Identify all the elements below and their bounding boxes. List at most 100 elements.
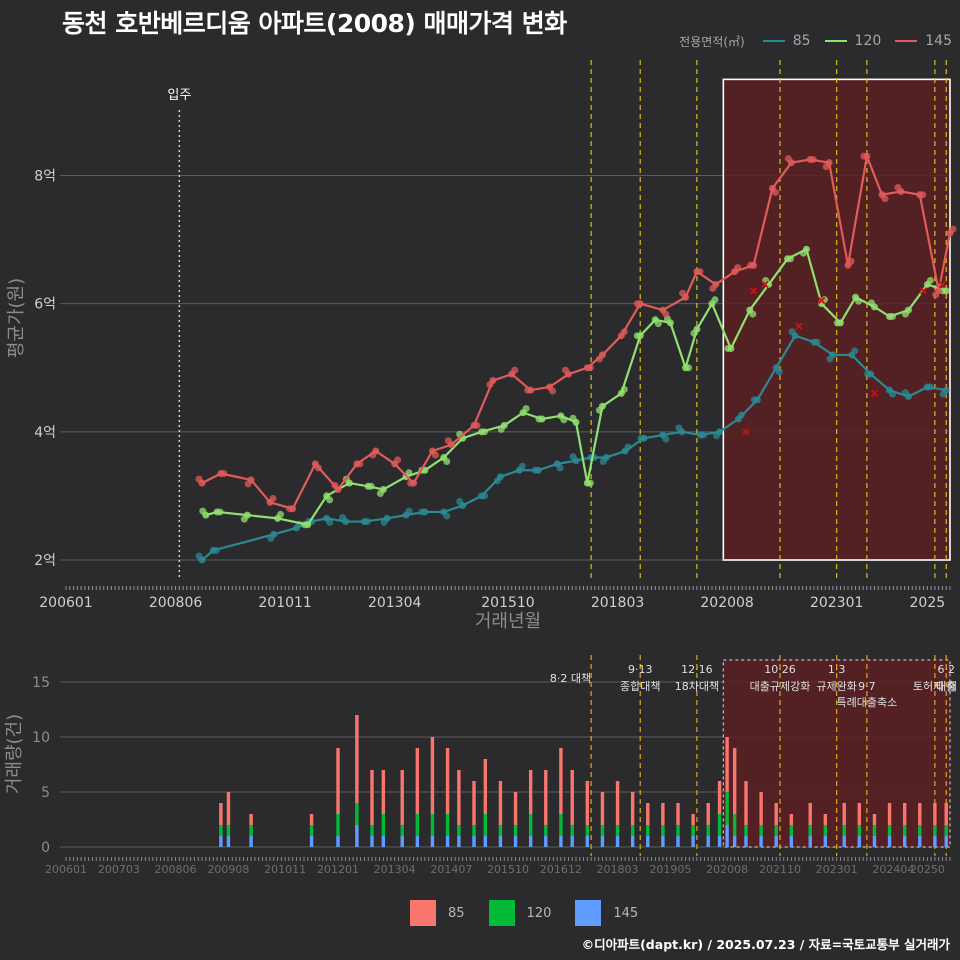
cancelled-deal-marker (795, 322, 803, 330)
volume-bar-145 (857, 836, 862, 847)
volume-bar-120 (661, 825, 665, 836)
volume-bar-120 (559, 814, 563, 836)
volume-bar-85 (483, 759, 488, 814)
volume-legend-label-120: 120 (526, 905, 552, 921)
volume-bar-145 (661, 836, 665, 847)
policy-desc: 특례대출축소 (837, 696, 898, 709)
volume-bar-120 (415, 814, 420, 836)
volume-bar-145 (336, 836, 340, 847)
volume-bar-145 (483, 836, 488, 847)
volume-bar-85 (676, 803, 680, 825)
volume-bar-85 (857, 803, 862, 825)
volume-bar-120 (400, 825, 404, 836)
volume-bar-145 (559, 836, 563, 847)
volume-bar-145 (400, 836, 404, 847)
price-line-145 (201, 155, 952, 510)
volume-bar-120 (706, 825, 710, 836)
volume-bar-120 (646, 825, 650, 836)
price-x-tick-label: 202008 (700, 595, 753, 611)
price-y-axis-title: 평균가(원) (6, 278, 27, 358)
policy-desc: 18차대책 (675, 680, 719, 693)
volume-bar-85 (472, 781, 476, 825)
volume-bar-145 (415, 836, 420, 847)
cancelled-deal-marker (938, 280, 947, 289)
price-x-tick-label: 200601 (39, 595, 92, 611)
volume-bar-85 (615, 781, 620, 825)
volume-x-tick-label: 201905 (649, 863, 691, 876)
volume-bar-85 (732, 748, 737, 814)
volume-bar-120 (630, 825, 635, 836)
volume-bar-120 (944, 825, 948, 836)
volume-x-tick-label: 201304 (374, 863, 416, 876)
volume-bar-145 (918, 836, 922, 847)
price-x-tick-label: 201803 (591, 595, 644, 611)
volume-bar-85 (887, 803, 892, 825)
volume-bar-120 (544, 825, 548, 836)
volume-bar-85 (933, 803, 937, 825)
volume-bar-145 (498, 836, 503, 847)
volume-bar-120 (774, 825, 778, 836)
volume-bar-145 (544, 836, 548, 847)
volume-bar-85 (415, 748, 420, 814)
volume-bar-120 (381, 814, 386, 836)
volume-bar-120 (457, 825, 461, 836)
volume-bar-120 (732, 814, 737, 836)
volume-bar-120 (857, 825, 862, 836)
legend-label-145: 145 (925, 33, 952, 49)
price-y-tick-label: 4억 (34, 425, 56, 441)
volume-bar-145 (823, 836, 828, 847)
policy-label: 1·3 (828, 663, 846, 676)
chart-title: 동천 호반베르디움 아파트(2008) 매매가격 변화 (62, 9, 567, 38)
volume-x-tick-label: 201510 (487, 863, 529, 876)
volume-bar-120 (717, 814, 722, 836)
volume-bar-145 (706, 836, 710, 847)
volume-x-tick-label: 20250 (910, 863, 945, 876)
volume-bar-120 (887, 825, 892, 836)
volume-x-tick-label: 202110 (759, 863, 801, 876)
volume-bar-120 (513, 825, 518, 836)
volume-bar-145 (842, 836, 846, 847)
legend-swatch-120 (824, 40, 847, 42)
volume-bar-85 (759, 792, 763, 825)
volume-y-axis-title: 거래량(건) (4, 714, 25, 794)
volume-bar-85 (336, 748, 340, 814)
volume-bar-85 (774, 803, 778, 825)
volume-bar-145 (615, 836, 620, 847)
volume-bar-145 (630, 836, 635, 847)
policy-label: 10·26 (764, 663, 796, 676)
volume-bar-85 (381, 770, 386, 814)
volume-bar-145 (445, 836, 450, 847)
volume-bar-120 (759, 825, 763, 836)
legend-swatch-85 (762, 40, 785, 42)
volume-legend-swatch-120 (488, 900, 515, 926)
volume-legend-swatch-85 (410, 900, 436, 926)
volume-bar-85 (744, 781, 748, 825)
volume-legend-item-145: 145 (575, 900, 638, 926)
volume-bar-145 (691, 836, 695, 847)
price-x-tick-label: 201510 (481, 595, 534, 611)
volume-bar-145 (585, 836, 590, 847)
volume-bar-120 (498, 825, 503, 836)
volume-bar-145 (759, 836, 763, 847)
volume-bar-85 (309, 814, 314, 825)
price-x-tick-label: 200806 (149, 595, 203, 611)
volume-bar-85 (445, 748, 450, 814)
legend-item-145: 145 (895, 33, 952, 49)
volume-bar-145 (430, 836, 435, 847)
volume-x-tick-label: 201803 (597, 863, 639, 876)
volume-bar-145 (370, 836, 374, 847)
volume-x-tick-label: 200806 (155, 863, 197, 876)
cancelled-deal-marker (742, 428, 750, 436)
price-x-tick-label: 202301 (810, 595, 863, 611)
volume-bar-85 (600, 792, 605, 825)
volume-bar-85 (725, 737, 729, 792)
volume-bar-145 (902, 836, 907, 847)
volume-legend-label-145: 145 (613, 905, 639, 921)
volume-bar-120 (902, 825, 907, 836)
volume-bar-145 (887, 836, 892, 847)
volume-x-tick-label: 202301 (816, 863, 858, 876)
volume-bar-145 (226, 836, 231, 847)
volume-bar-145 (944, 836, 948, 847)
volume-bar-85 (918, 803, 922, 825)
price-y-tick-label: 6억 (34, 297, 56, 313)
